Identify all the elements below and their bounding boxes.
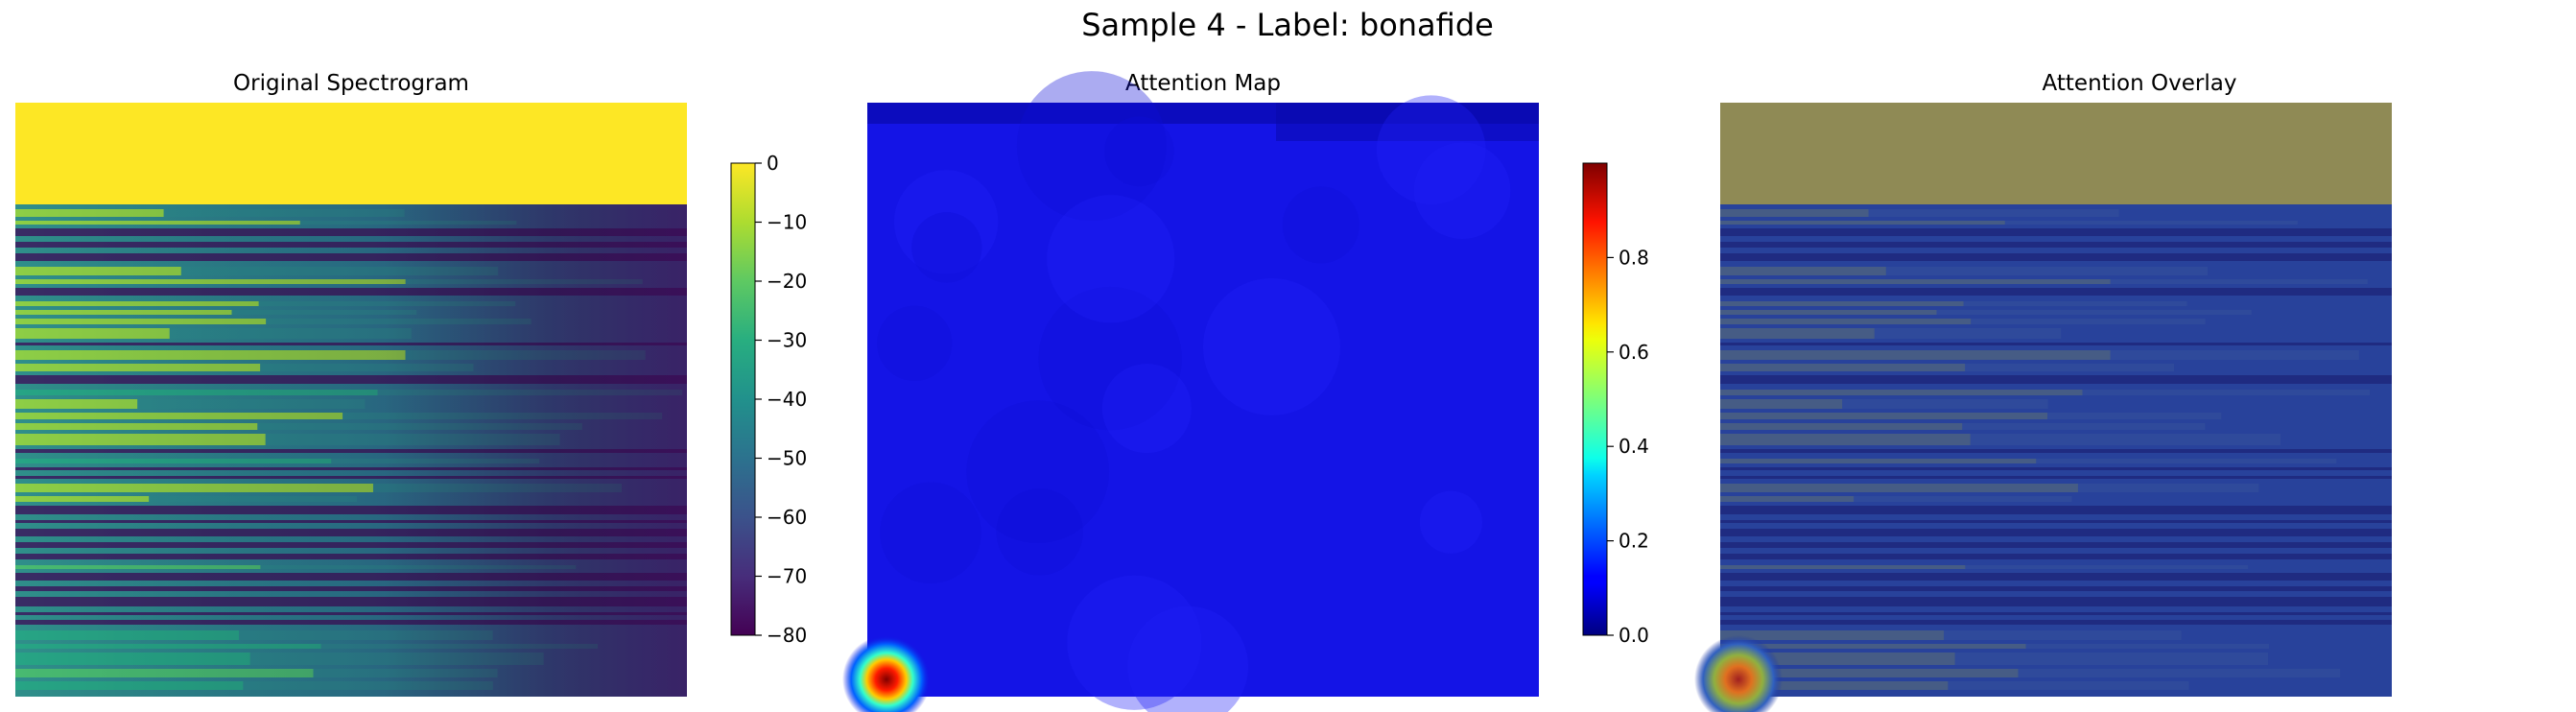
attention-hotspot <box>842 635 931 712</box>
spectrogram-colorbar-tick-label: −50 <box>767 447 807 470</box>
attention-image <box>842 71 1539 712</box>
attention-colorbar-tick-label: 0.0 <box>1619 624 1649 647</box>
spectrogram-colorbar-tick-label: −70 <box>767 565 807 588</box>
spectrogram-colorbar-tick-label: −30 <box>767 329 807 352</box>
attention-colorbar-tick-label: 0.4 <box>1619 435 1649 458</box>
spectrogram-colorbar-tick-label: −60 <box>767 506 807 529</box>
spectrogram-colorbar: 0 −10 −20 −30 −40 −50 −60 −70 −80 <box>730 152 807 647</box>
spectrogram-colorbar-tick-label: 0 <box>767 152 779 175</box>
spectrogram-colorbar-tick-label: −40 <box>767 388 807 411</box>
attention-colorbar-tick-label: 0.2 <box>1619 530 1649 553</box>
overlay-title: Attention Overlay <box>2043 71 2237 96</box>
spectrogram-colorbar-tick-label: −10 <box>767 211 807 234</box>
attention-title: Attention Map <box>1125 71 1281 96</box>
spectrogram-image <box>15 103 687 697</box>
attention-colorbar-tick-label: 0.6 <box>1619 341 1649 364</box>
spectrogram-colorbar-tick-label: −80 <box>767 624 807 647</box>
spectrogram-title: Original Spectrogram <box>233 71 469 96</box>
overlay-image <box>1694 103 2392 712</box>
figure-suptitle: Sample 4 - Label: bonafide <box>1081 7 1494 43</box>
attention-colorbar-tick-label: 0.8 <box>1619 246 1649 269</box>
spectrogram-colorbar-tick-label: −20 <box>767 270 807 293</box>
attention-colorbar: 0.0 0.2 0.4 0.6 0.8 <box>1582 162 1649 647</box>
